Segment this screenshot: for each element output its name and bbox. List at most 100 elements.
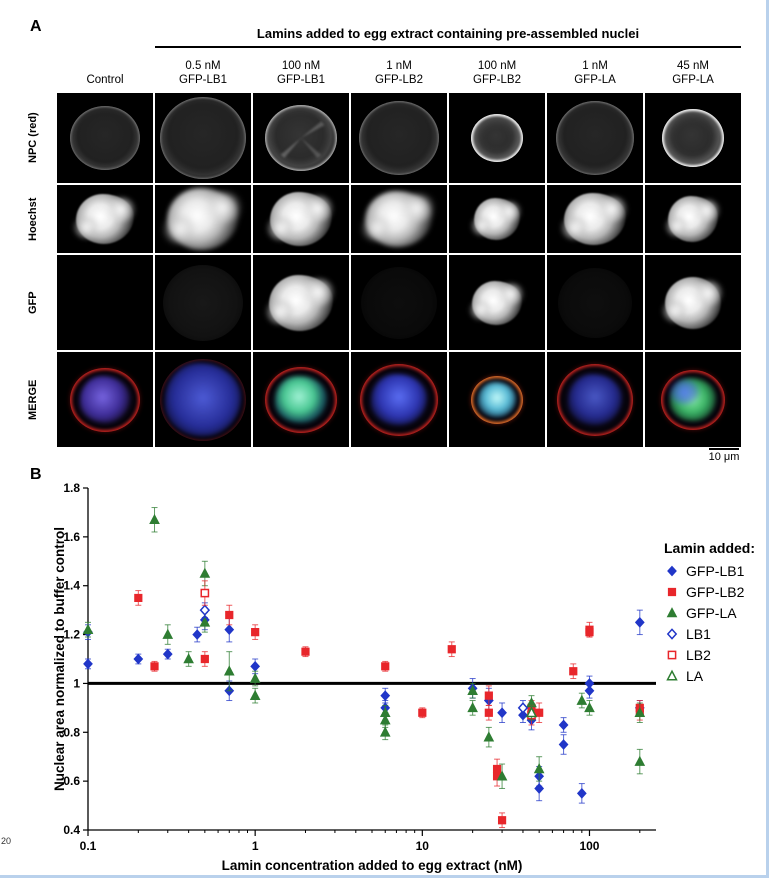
- triangle-marker-icon: [666, 669, 678, 681]
- square-marker-icon: [667, 587, 677, 596]
- micrograph-merge-45nm-la: [645, 352, 741, 447]
- diamond-marker-icon: [666, 627, 678, 640]
- micrograph-hoechst-1nm-la: [547, 185, 643, 253]
- scatter-plot-svg: 0.1 1 10 100 0.4 0.6 0.8 1 1.2 1.4 1.6 1.8 Lamin con…: [52, 481, 656, 873]
- chromatin-overlay-blue: [669, 380, 699, 405]
- micrograph-npc-05nm-lb1: [155, 93, 251, 183]
- nucleus-blob: [662, 109, 724, 167]
- column-label-45nm-gfp-la: 45 nM GFP-LA: [672, 60, 714, 86]
- gfp-signal-blob: [558, 267, 632, 338]
- scale-bar-label: 10 μm: [708, 451, 740, 463]
- svg-text:1.4: 1.4: [63, 579, 80, 593]
- row-label-npc: NPC (red): [27, 112, 39, 164]
- legend-item-gfp-lb1: GFP-LB1: [664, 560, 766, 581]
- chromatin-overlay: [275, 375, 327, 424]
- micrograph-grid: [57, 93, 741, 447]
- panel-b-label: B: [30, 466, 42, 483]
- nuclear-area-chart: 0.1 1 10 100 0.4 0.6 0.8 1 1.2 1.4 1.6 1.8 Lamin con…: [52, 478, 664, 875]
- svg-text:Lamin concentration added to e: Lamin concentration added to egg extract…: [222, 858, 523, 873]
- svg-text:1.2: 1.2: [63, 628, 80, 642]
- micrograph-npc-100nm-lb2: [449, 93, 545, 183]
- chromatin-overlay: [79, 376, 131, 423]
- micrograph-gfp-1nm-la: [547, 255, 643, 350]
- legend-label: GFP-LB2: [686, 583, 745, 600]
- svg-text:0.8: 0.8: [63, 725, 80, 739]
- gfp-signal-blob: [163, 264, 243, 341]
- legend-label: LB1: [686, 625, 711, 642]
- micrograph-merge-1nm-lb2: [351, 352, 447, 447]
- micrograph-hoechst-1nm-lb2: [351, 185, 447, 253]
- micrograph-merge-100nm-lb2: [449, 352, 545, 447]
- legend-item-gfp-lb2: GFP-LB2: [664, 581, 766, 602]
- column-label-05nm-gfp-lb1: 0.5 nM GFP-LB1: [179, 60, 227, 86]
- micrograph-hoechst-100nm-lb2: [449, 185, 545, 253]
- legend-label: LB2: [686, 646, 711, 663]
- micrograph-npc-1nm-lb2: [351, 93, 447, 183]
- legend-item-lb1: LB1: [664, 623, 766, 644]
- micrograph-hoechst-control: [57, 185, 153, 253]
- micrograph-gfp-45nm-la: [645, 255, 741, 350]
- diamond-marker-icon: [667, 565, 677, 576]
- row-label-merge: MERGE: [27, 379, 39, 420]
- svg-text:1.8: 1.8: [63, 481, 80, 495]
- micrograph-npc-100nm-lb1: [253, 93, 349, 183]
- row-label-gfp: GFP: [27, 291, 39, 314]
- chromatin-overlay: [165, 363, 241, 436]
- chromatin-blob: [167, 188, 239, 250]
- legend-item-la: LA: [664, 665, 766, 686]
- scale-bar: [709, 448, 739, 450]
- row-label-hoechst: Hoechst: [27, 197, 39, 241]
- chart-legend: Lamin added: GFP-LB1 GFP-LB2 GFP-LA LB1 LB2 L…: [664, 540, 766, 686]
- micrograph-hoechst-45nm-la: [645, 185, 741, 253]
- gfp-signal-blob: [269, 274, 333, 331]
- chromatin-blob: [564, 193, 626, 245]
- micrograph-gfp-100nm-lb1: [253, 255, 349, 350]
- chromatin-overlay: [567, 373, 623, 426]
- micrograph-gfp-1nm-lb2: [351, 255, 447, 350]
- panel-a-header: Lamins added to egg extract containing p…: [256, 26, 640, 41]
- merged-nucleus: [661, 369, 725, 430]
- panel-a-header-underline: [155, 46, 741, 48]
- column-label-1nm-gfp-lb2: 1 nM GFP-LB2: [375, 60, 423, 86]
- column-label-control: Control: [86, 74, 124, 86]
- micrograph-merge-05nm-lb1: [155, 352, 251, 447]
- legend-label: GFP-LB1: [686, 562, 745, 579]
- gfp-signal-blob: [361, 266, 437, 339]
- chromatin-blob: [365, 191, 433, 247]
- merged-nucleus: [471, 375, 523, 424]
- legend-label: LA: [686, 667, 704, 684]
- svg-text:0.6: 0.6: [63, 774, 80, 788]
- legend-label: GFP-LA: [686, 604, 737, 621]
- micrograph-gfp-05nm-lb1: [155, 255, 251, 350]
- merged-nucleus: [70, 367, 140, 432]
- square-marker-icon: [667, 650, 677, 659]
- svg-text:100: 100: [579, 839, 599, 853]
- micrograph-hoechst-100nm-lb1: [253, 185, 349, 253]
- merged-nucleus: [160, 358, 246, 441]
- panel-a-label: A: [30, 18, 42, 35]
- micrograph-npc-control: [57, 93, 153, 183]
- triangle-marker-icon: [666, 606, 678, 617]
- micrograph-npc-1nm-la: [547, 93, 643, 183]
- gfp-signal-blob: [665, 276, 721, 329]
- merged-nucleus: [557, 363, 633, 436]
- merged-nucleus: [360, 363, 438, 436]
- svg-text:1.6: 1.6: [63, 530, 80, 544]
- micrograph-hoechst-05nm-lb1: [155, 185, 251, 253]
- svg-text:0.1: 0.1: [80, 839, 97, 853]
- nucleus-blob: [70, 106, 140, 170]
- gfp-signal-blob: [472, 280, 522, 325]
- line-number: 20: [1, 836, 12, 846]
- chromatin-blob: [474, 198, 520, 240]
- nucleus-blob: [359, 101, 439, 175]
- chromatin-overlay: [478, 382, 516, 417]
- svg-text:1: 1: [73, 676, 80, 690]
- chromatin-overlay: [370, 373, 428, 426]
- micrograph-gfp-100nm-lb2: [449, 255, 545, 350]
- legend-entries: GFP-LB1 GFP-LB2 GFP-LA LB1 LB2 LA: [664, 560, 766, 686]
- svg-text:1: 1: [252, 839, 259, 853]
- chromatin-blob: [270, 192, 332, 246]
- column-label-100nm-gfp-lb2: 100 nM GFP-LB2: [473, 60, 521, 86]
- legend-item-lb2: LB2: [664, 644, 766, 665]
